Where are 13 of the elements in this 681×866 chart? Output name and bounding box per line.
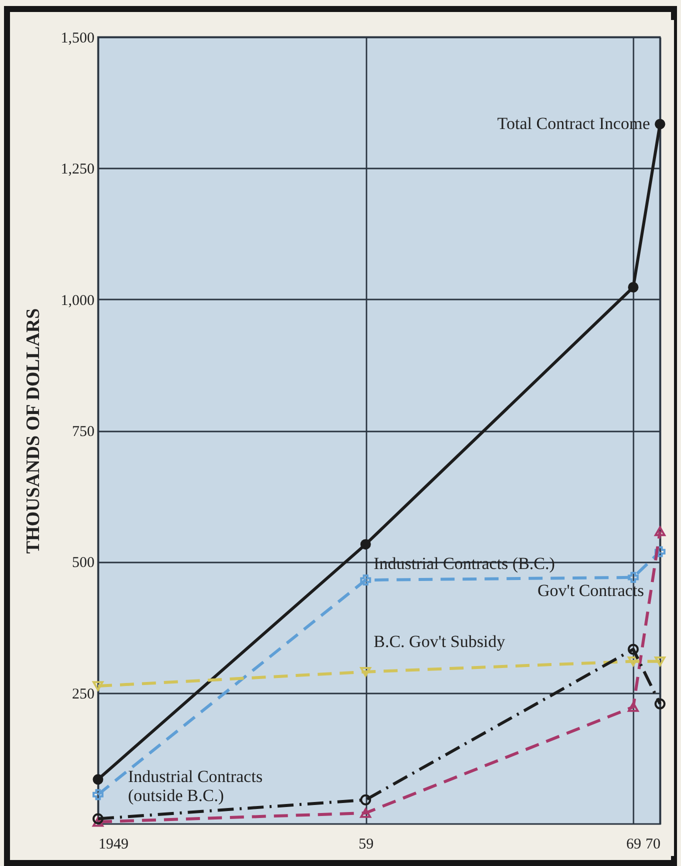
x-tick-label: 70	[646, 836, 660, 852]
x-tick-label: 59	[358, 836, 374, 852]
y-tick-label: 250	[72, 686, 94, 702]
x-tick-label: 69	[626, 836, 642, 852]
y-tick-label: 1,000	[60, 292, 94, 309]
y-tick-label: 750	[72, 424, 94, 440]
series-label: Industrial Contracts (outside B.C.)	[128, 766, 263, 805]
series-label: B.C. Gov't Subsidy	[374, 632, 506, 651]
y-axis-title: THOUSANDS OF DOLLARS	[22, 308, 44, 554]
y-tick-label: 1,500	[60, 30, 94, 46]
y-tick-label: 1,250	[60, 162, 94, 178]
x-tick-label: 1949	[98, 836, 128, 852]
y-tick-label: 500	[72, 555, 94, 572]
